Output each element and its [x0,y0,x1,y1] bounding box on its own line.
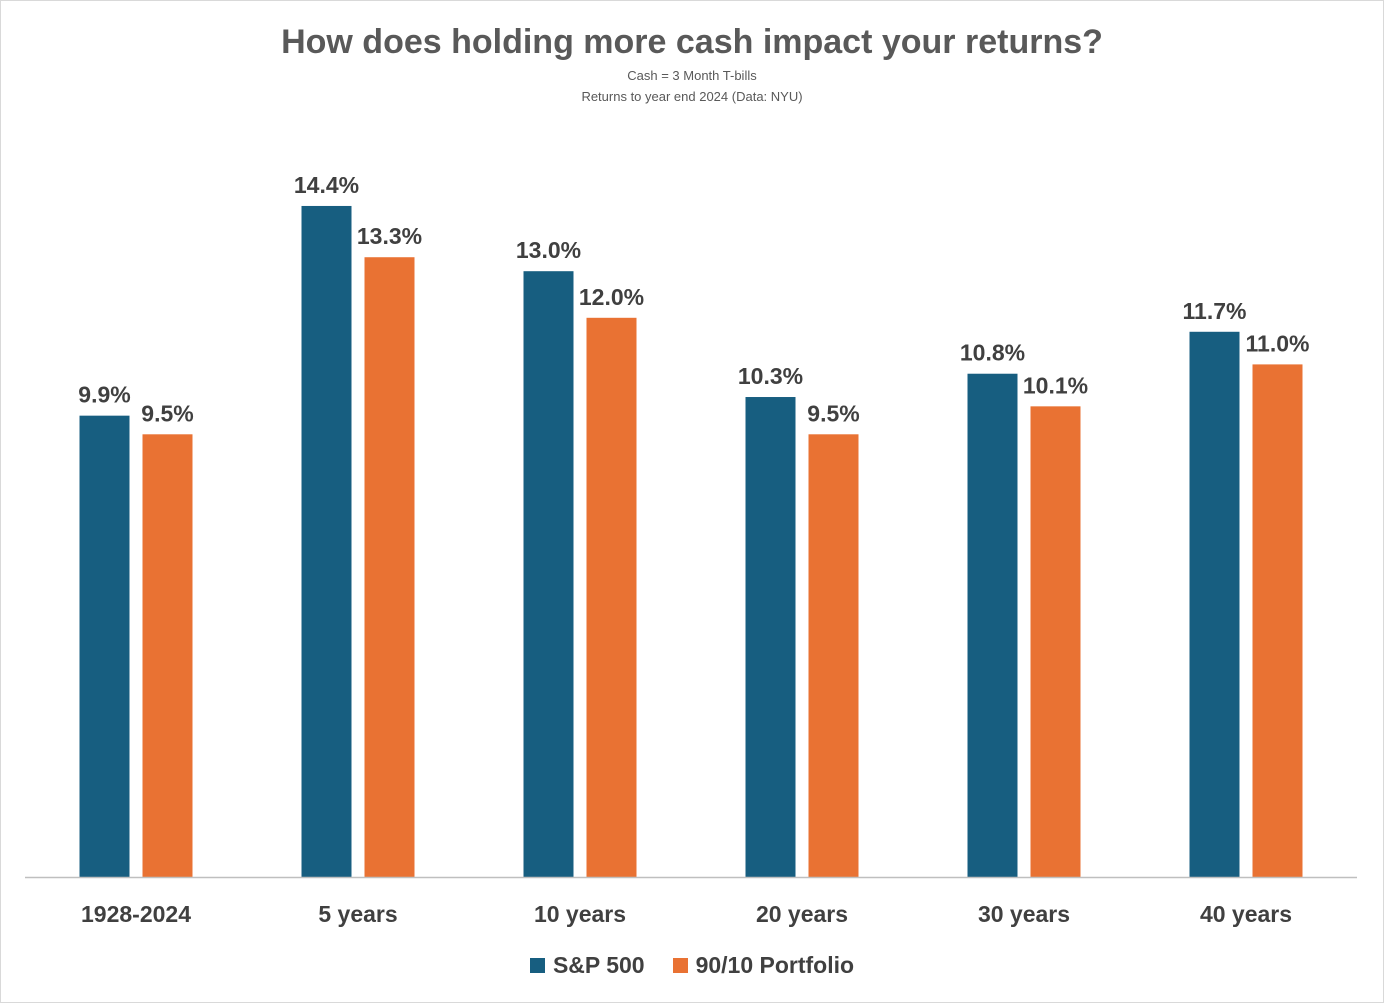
chart-legend: S&P 500 90/10 Portfolio [1,952,1383,979]
x-tick-label-30-years: 30 years [978,901,1070,927]
bar-s-p-500-40-years [1189,331,1240,877]
x-tick-label-40-years: 40 years [1200,901,1292,927]
data-label-s-p-500-10-years: 13.0% [516,237,581,263]
data-label-s-p-500-1928-2024: 9.9% [78,382,130,408]
legend-swatch-sp500 [529,958,545,973]
data-label-90-10-portfolio-5-years: 13.3% [357,223,422,249]
bar-90-10-portfolio-20-years [808,434,859,877]
bar-90-10-portfolio-40-years [1252,364,1303,877]
bar-90-10-portfolio-1928-2024 [142,434,193,877]
bar-90-10-portfolio-10-years [586,317,637,877]
legend-swatch-90-10-portfolio [672,958,688,973]
data-label-90-10-portfolio-20-years: 9.5% [807,400,859,426]
data-label-s-p-500-30-years: 10.8% [960,340,1025,366]
legend-label-90-10-portfolio: 90/10 Portfolio [695,952,855,978]
legend-item-90-10-portfolio: 90/10 Portfolio [672,952,855,979]
data-label-90-10-portfolio-1928-2024: 9.5% [141,400,193,426]
data-label-s-p-500-20-years: 10.3% [738,363,803,389]
bar-90-10-portfolio-30-years [1030,406,1081,877]
x-tick-label-5-years: 5 years [318,901,397,927]
x-tick-label-20-years: 20 years [756,901,848,927]
bar-s-p-500-20-years [745,397,796,877]
data-label-s-p-500-5-years: 14.4% [294,172,359,198]
chart-title: How does holding more cash impact your r… [281,23,1103,61]
chart-subtitle-line-2: Returns to year end 2024 (Data: NYU) [581,89,803,104]
bar-s-p-500-1928-2024 [79,415,130,877]
bar-s-p-500-10-years [523,271,574,877]
chart-subtitle-line-1: Cash = 3 Month T-bills [627,68,757,83]
bar-s-p-500-5-years [301,205,352,877]
legend-label-sp500: S&P 500 [552,952,645,978]
data-label-90-10-portfolio-10-years: 12.0% [579,284,644,310]
legend-item-sp500: S&P 500 [529,952,645,979]
x-tick-label-1928-2024: 1928-2024 [81,901,191,927]
x-tick-label-10-years: 10 years [534,901,626,927]
bar-90-10-portfolio-5-years [364,257,415,878]
bar-s-p-500-30-years [967,373,1018,877]
data-label-90-10-portfolio-30-years: 10.1% [1023,372,1088,398]
data-label-s-p-500-40-years: 11.7% [1183,298,1247,324]
data-label-90-10-portfolio-40-years: 11.0% [1246,330,1310,356]
